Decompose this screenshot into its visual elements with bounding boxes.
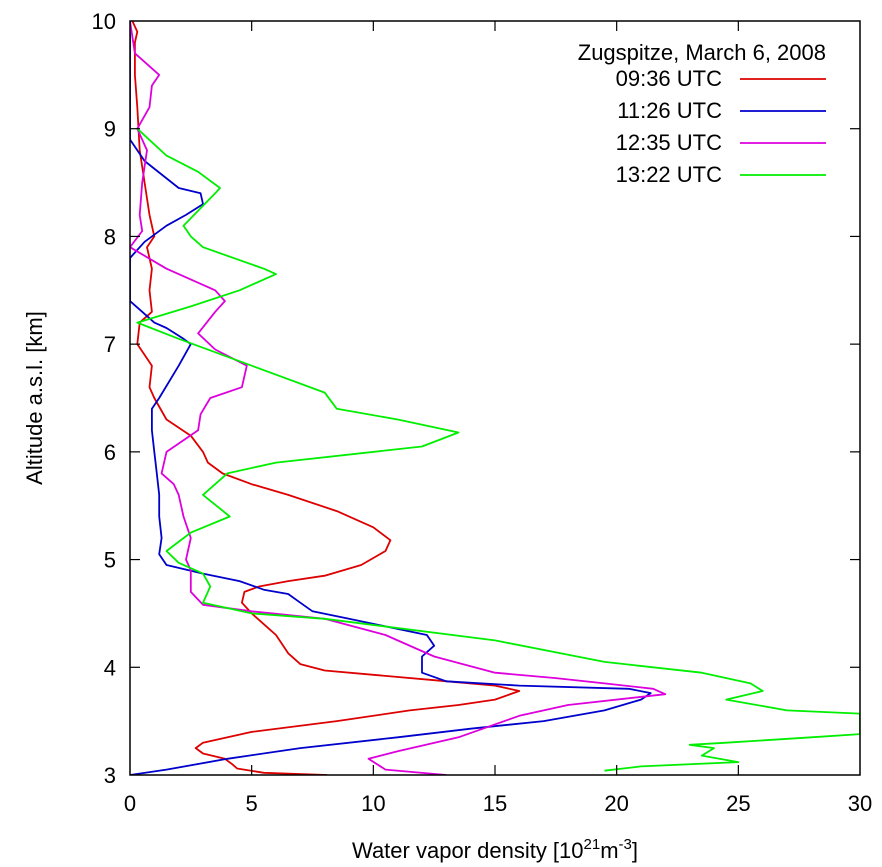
legend-entry-label: 11:26 UTC xyxy=(617,98,722,123)
y-tick-label: 6 xyxy=(104,440,116,465)
legend-entry-label: 13:22 UTC xyxy=(616,162,722,187)
y-tick-label: 4 xyxy=(104,655,116,680)
plot-frame xyxy=(129,20,861,776)
y-tick-label: 10 xyxy=(92,9,116,34)
legend-entry-label: 09:36 UTC xyxy=(616,66,722,91)
y-tick-label: 7 xyxy=(104,332,116,357)
tick-layer: 0 5 10 15 20 25 30 3 4 5 6 7 8 9 10 xyxy=(92,9,873,816)
y-axis-label: Altitude a.s.l. [km] xyxy=(22,311,47,485)
x-tick-label: 15 xyxy=(483,791,507,816)
y-tick-label: 9 xyxy=(104,117,116,142)
x-tick-label: 5 xyxy=(246,791,258,816)
legend-title: Zugspitze, March 6, 2008 xyxy=(578,40,826,65)
series-line-4 xyxy=(136,128,860,772)
y-tick-label: 8 xyxy=(104,224,116,249)
x-tick-label: 20 xyxy=(604,791,628,816)
series-line-3 xyxy=(130,21,667,775)
series-layer xyxy=(130,21,860,775)
x-tick-label: 0 xyxy=(124,791,136,816)
y-tick-label: 3 xyxy=(104,763,116,788)
x-tick-label: 10 xyxy=(361,791,385,816)
x-tick-label: 25 xyxy=(726,791,750,816)
x-axis-label: Water vapor density [1021m-3] xyxy=(352,836,638,863)
y-tick-label: 5 xyxy=(104,548,116,573)
series-line-1 xyxy=(131,21,521,775)
series-line-2 xyxy=(130,21,652,775)
x-tick-label: 30 xyxy=(848,791,872,816)
legend: Zugspitze, March 6, 2008 09:36 UTC 11:26 … xyxy=(578,40,826,187)
legend-entry-label: 12:35 UTC xyxy=(616,130,722,155)
